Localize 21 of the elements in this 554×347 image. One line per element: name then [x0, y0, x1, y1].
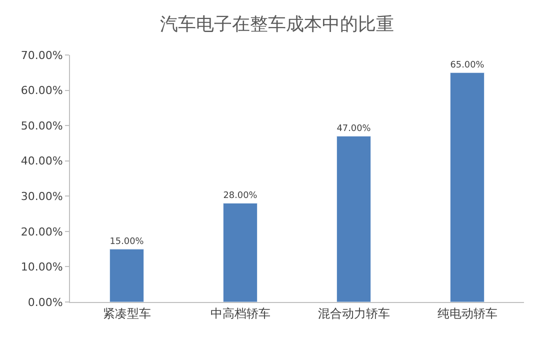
bar — [109, 248, 144, 302]
x-tick-label: 纯电动轿车 — [437, 306, 498, 320]
y-tick-label: 40.00% — [20, 154, 63, 168]
y-tick-label: 70.00% — [20, 48, 63, 62]
data-label: 47.00% — [336, 124, 371, 134]
x-tick-label: 混合动力轿车 — [318, 306, 390, 320]
bar — [222, 202, 258, 302]
data-label: 15.00% — [110, 236, 144, 247]
y-tick-label: 30.00% — [20, 190, 63, 203]
y-tick-label: 10.00% — [20, 260, 63, 274]
y-tick-label: 60.00% — [20, 84, 63, 98]
x-tick-label: 中高档轿车 — [210, 306, 270, 320]
bar — [450, 72, 485, 302]
data-label: 65.00% — [450, 60, 484, 70]
y-tick-label: 20.00% — [20, 225, 63, 238]
chart-title: 汽车电子在整车成本中的比重 — [160, 14, 394, 35]
data-label: 28.00% — [223, 190, 258, 201]
y-tick-label: 0.00% — [28, 296, 63, 309]
x-tick-label: 紧凑型车 — [102, 306, 151, 320]
y-tick-label: 50.00% — [20, 119, 63, 132]
bar — [336, 136, 372, 302]
